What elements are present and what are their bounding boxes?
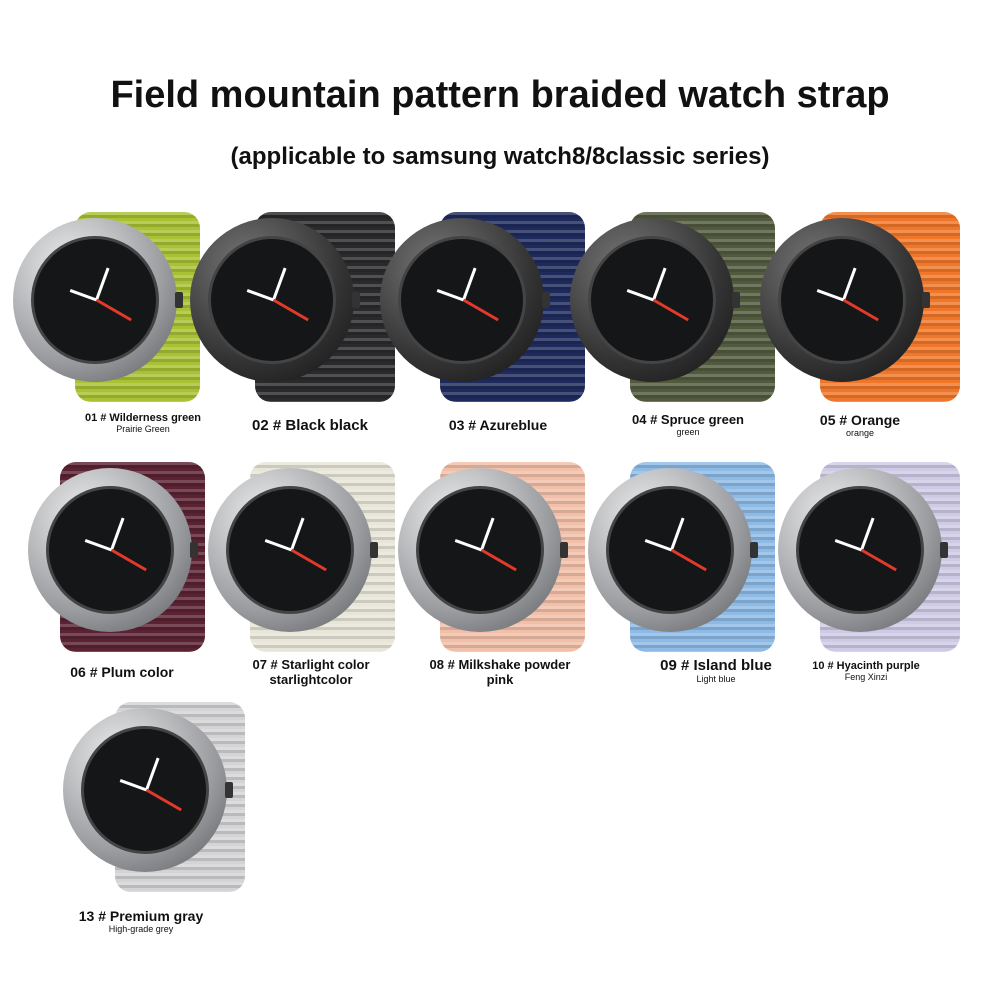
product-label: 07 # Starlight color starlightcolor: [236, 657, 386, 687]
color-name: 10 # Hyacinth purple: [812, 660, 920, 672]
page-title: Field mountain pattern braided watch str…: [110, 74, 890, 116]
watch-face: [588, 236, 716, 364]
watch-crown: [225, 782, 233, 798]
color-name: 09 # Island blue: [660, 657, 772, 674]
color-subname: pink: [486, 672, 514, 687]
watch-crown: [560, 542, 568, 558]
watch-crown: [370, 542, 378, 558]
watch-hand: [454, 539, 483, 552]
product-label: 13 # Premium gray High-grade grey: [66, 908, 216, 934]
watch-hand: [145, 788, 182, 812]
color-name: 05 # Orange: [819, 412, 901, 428]
watch-hand: [652, 267, 667, 301]
watch-hand: [290, 548, 327, 572]
color-name: 03 # Azureblue: [448, 417, 548, 433]
watch-crown: [175, 292, 183, 308]
watch-hand: [264, 539, 293, 552]
watch-crown: [922, 292, 930, 308]
watch-hand: [652, 298, 689, 322]
watch-crown: [190, 542, 198, 558]
watch-crown: [940, 542, 948, 558]
watch-hand: [272, 267, 287, 301]
watch-face: [606, 486, 734, 614]
watch-hand: [246, 289, 275, 302]
color-subname: Prairie Green: [116, 424, 170, 434]
watch-hand: [842, 267, 857, 301]
color-subname: Light blue: [696, 674, 736, 684]
color-name: 06 # Plum color: [70, 664, 174, 680]
color-name: 02 # Black black: [252, 417, 368, 434]
color-name: 13 # Premium gray: [78, 908, 204, 924]
color-subname: green: [676, 427, 700, 437]
watch-hand: [842, 298, 879, 322]
watch-hand: [95, 267, 110, 301]
watch-hand: [69, 289, 98, 302]
watch-hand: [834, 539, 863, 552]
watch-hand: [480, 548, 517, 572]
page-subtitle: (applicable to samsung watch8/8classic s…: [230, 143, 770, 170]
watch-face: [208, 236, 336, 364]
watch-hand: [462, 298, 499, 322]
color-name: 01 # Wilderness green: [84, 412, 202, 424]
watch-face: [31, 236, 159, 364]
product-label: 04 # Spruce green green: [613, 412, 763, 437]
color-subname: High-grade grey: [108, 924, 174, 934]
watch-hand: [860, 548, 897, 572]
product-label: 10 # Hyacinth purple Feng Xinzi: [791, 660, 941, 682]
watch-crown: [542, 292, 550, 308]
watch-hand: [95, 298, 132, 322]
product-label: 03 # Azureblue: [423, 417, 573, 433]
watch-crown: [352, 292, 360, 308]
color-subname: orange: [845, 428, 875, 438]
watch-crown: [750, 542, 758, 558]
color-name: 07 # Starlight color: [252, 657, 370, 672]
watch-face: [778, 236, 906, 364]
watch-crown: [732, 292, 740, 308]
watch-hand: [670, 548, 707, 572]
watch-hand: [110, 548, 147, 572]
product-label: 05 # Orange orange: [785, 412, 935, 438]
watch-hand: [145, 757, 160, 791]
watch-hand: [110, 517, 125, 551]
watch-hand: [644, 539, 673, 552]
color-subname: starlightcolor: [269, 672, 353, 687]
watch-face: [46, 486, 174, 614]
watch-hand: [119, 779, 148, 792]
watch-face: [398, 236, 526, 364]
watch-hand: [670, 517, 685, 551]
watch-hand: [462, 267, 477, 301]
watch-hand: [84, 539, 113, 552]
color-name: 04 # Spruce green: [632, 412, 744, 427]
watch-face: [416, 486, 544, 614]
product-label: 06 # Plum color: [47, 664, 197, 680]
watch-hand: [626, 289, 655, 302]
watch-hand: [816, 289, 845, 302]
watch-hand: [290, 517, 305, 551]
watch-hand: [272, 298, 309, 322]
color-subname: Feng Xinzi: [844, 672, 888, 682]
watch-face: [81, 726, 209, 854]
color-name: 08 # Milkshake powder: [429, 657, 571, 672]
product-label: 09 # Island blue Light blue: [641, 657, 791, 684]
product-label: 08 # Milkshake powder pink: [425, 657, 575, 687]
product-label: 01 # Wilderness green Prairie Green: [68, 412, 218, 434]
product-label: 02 # Black black: [235, 417, 385, 434]
watch-face: [796, 486, 924, 614]
watch-hand: [860, 517, 875, 551]
watch-face: [226, 486, 354, 614]
watch-hand: [436, 289, 465, 302]
watch-hand: [480, 517, 495, 551]
